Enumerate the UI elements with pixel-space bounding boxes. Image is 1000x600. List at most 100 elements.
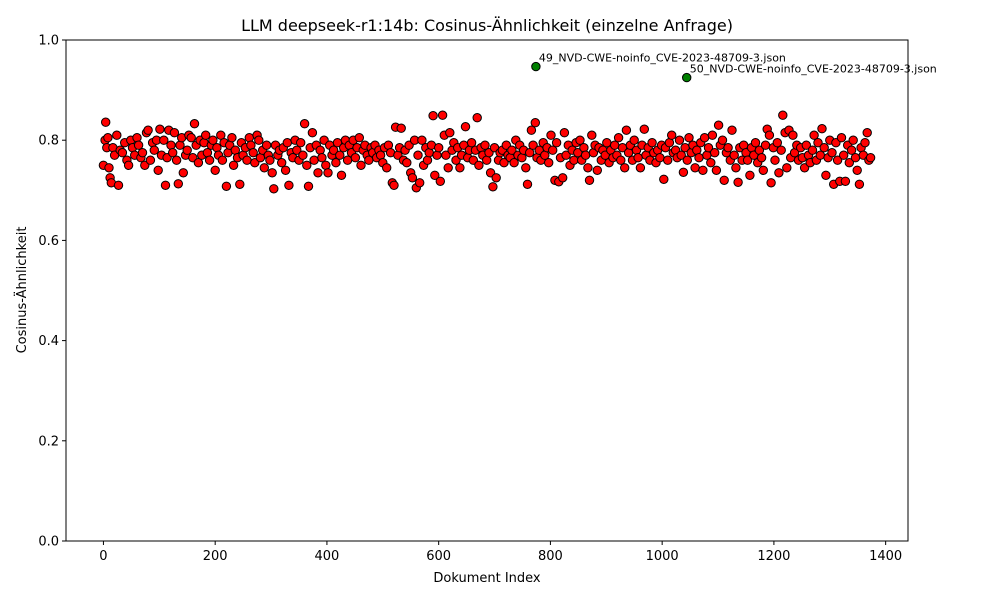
data-point <box>621 125 632 135</box>
data-point <box>143 125 153 135</box>
data-point <box>137 148 148 158</box>
data-point <box>261 140 272 150</box>
data-point <box>354 133 364 143</box>
data-point <box>766 178 776 188</box>
data-point <box>488 182 498 192</box>
data-point <box>282 138 292 148</box>
point-annotation: 49_NVD-CWE-noinfo_CVE-2023-48709-3.json <box>539 52 786 65</box>
data-point <box>711 165 722 176</box>
data-point <box>788 130 798 140</box>
data-point <box>415 178 425 188</box>
data-point <box>742 155 753 165</box>
data-point <box>153 165 163 176</box>
data-point <box>613 133 624 143</box>
data-point <box>530 118 540 128</box>
data-point <box>710 148 720 158</box>
data-point <box>235 179 245 190</box>
data-point <box>149 145 160 155</box>
data-point <box>647 138 657 148</box>
data-point <box>201 130 211 140</box>
data-point <box>862 128 872 138</box>
data-point <box>706 158 716 168</box>
points-layer <box>98 61 876 194</box>
data-point <box>698 165 708 176</box>
data-point <box>101 117 111 127</box>
y-tick-label: 0.4 <box>38 334 59 349</box>
data-point <box>210 165 220 176</box>
y-tick-label: 0.2 <box>38 434 59 449</box>
data-point <box>437 110 448 120</box>
data-point <box>832 155 843 165</box>
data-point <box>522 179 533 190</box>
data-point <box>778 110 788 120</box>
data-point <box>244 133 255 143</box>
data-point <box>684 133 694 143</box>
data-point <box>159 135 169 145</box>
data-point <box>760 140 771 150</box>
data-point <box>389 180 399 191</box>
data-point <box>840 176 851 187</box>
data-point <box>729 150 739 160</box>
data-point <box>719 175 729 186</box>
data-point <box>865 153 876 163</box>
data-point <box>727 125 737 135</box>
data-point <box>827 148 837 158</box>
data-point <box>633 153 643 163</box>
data-point <box>491 173 501 183</box>
data-point <box>173 179 184 189</box>
data-point <box>584 175 595 186</box>
data-point <box>758 165 768 176</box>
data-point <box>852 165 862 176</box>
data-point <box>265 155 275 165</box>
plot-frame <box>65 39 909 542</box>
data-point <box>382 163 392 173</box>
data-point <box>432 150 442 160</box>
data-point <box>296 138 306 148</box>
data-point <box>772 138 782 148</box>
data-point <box>259 163 269 173</box>
data-point <box>178 168 189 178</box>
data-point <box>228 160 239 171</box>
data-point <box>280 165 291 176</box>
data-point <box>455 163 465 173</box>
data-point <box>846 145 857 155</box>
data-point <box>558 173 568 183</box>
x-tick-label: 1400 <box>869 549 902 564</box>
data-point <box>521 163 531 173</box>
data-point <box>699 133 710 143</box>
data-point <box>525 148 535 158</box>
data-point <box>756 153 767 163</box>
data-point <box>559 128 570 138</box>
data-point <box>809 130 819 140</box>
data-point <box>132 133 142 143</box>
data-point <box>723 143 733 153</box>
y-tick-label: 0.6 <box>38 234 59 249</box>
data-point <box>551 138 562 148</box>
data-point <box>313 168 323 178</box>
data-point <box>655 153 665 163</box>
data-point <box>499 158 509 168</box>
data-point <box>186 133 196 143</box>
data-point <box>350 153 361 163</box>
data-point <box>413 150 423 160</box>
data-point <box>745 170 755 181</box>
x-tick-label: 600 <box>426 549 451 564</box>
data-point <box>407 173 418 183</box>
data-point <box>254 135 264 145</box>
data-point <box>782 163 792 173</box>
data-point <box>284 180 294 191</box>
data-point <box>267 168 277 178</box>
data-point <box>546 130 556 140</box>
data-point <box>507 145 517 155</box>
data-point <box>844 158 854 168</box>
data-point <box>335 150 345 160</box>
data-point <box>303 181 314 192</box>
data-point <box>801 140 811 150</box>
data-point <box>133 140 144 150</box>
data-point <box>639 124 649 134</box>
data-point <box>175 140 185 150</box>
data-point <box>189 119 200 129</box>
data-point <box>117 148 128 158</box>
data-point <box>480 140 490 150</box>
